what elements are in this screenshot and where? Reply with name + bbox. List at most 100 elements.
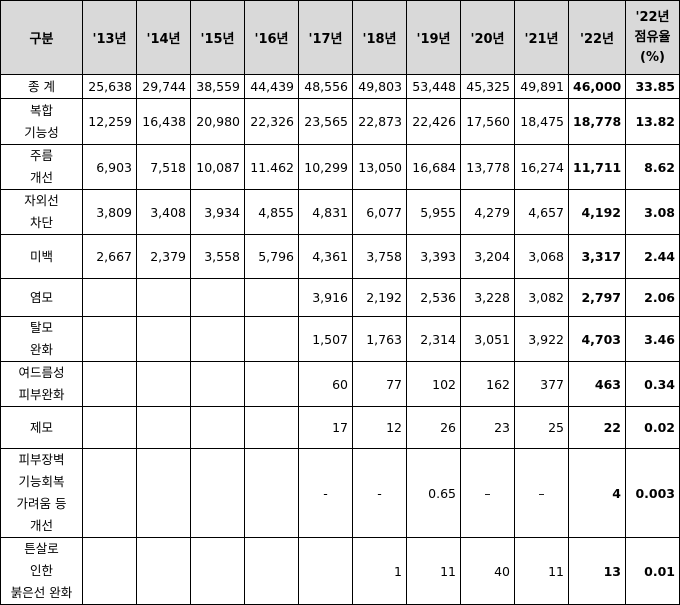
table-cell: 3,068: [514, 234, 569, 279]
table-cell: 162: [460, 361, 515, 407]
table-cell: 45,325: [460, 74, 515, 99]
table-cell: 4,831: [298, 189, 353, 235]
table-cell: 2.06: [625, 278, 680, 317]
table-cell: [244, 406, 299, 449]
table-cell: 16,274: [514, 144, 569, 190]
table-cell: 53,448: [406, 74, 461, 99]
table-cell: [244, 278, 299, 317]
table-cell: 13.82: [625, 98, 680, 145]
table-cell: 102: [406, 361, 461, 407]
table-cell: 38,559: [190, 74, 245, 99]
table-cell: 23,565: [298, 98, 353, 145]
table-cell: [190, 537, 245, 605]
table-cell: [190, 278, 245, 317]
table-cell: 5,796: [244, 234, 299, 279]
table-cell: 4,855: [244, 189, 299, 235]
table-cell: [244, 361, 299, 407]
table-row: 제모 17 12 26 23 25 22 0.02: [0, 406, 680, 449]
table-cell: 1,763: [352, 316, 407, 362]
table-cell: [136, 278, 191, 317]
row-label: 자외선 차단: [0, 189, 83, 235]
table-cell: 4,703: [568, 316, 626, 362]
header-row: 구분 '13년 '14년 '15년 '16년 '17년 '18년 '19년 '20년 '21년 '2…: [0, 0, 680, 75]
table-cell: 49,891: [514, 74, 569, 99]
header-line: 점유율: [634, 29, 671, 45]
table-cell: 4,361: [298, 234, 353, 279]
table-cell: -: [298, 448, 353, 538]
table-cell: 3,916: [298, 278, 353, 317]
table-cell: [190, 448, 245, 538]
table-cell: 463: [568, 361, 626, 407]
table-cell: 11: [514, 537, 569, 605]
table-cell: 77: [352, 361, 407, 407]
table-cell: 2.44: [625, 234, 680, 279]
table-cell: 13,778: [460, 144, 515, 190]
table-cell: 13,050: [352, 144, 407, 190]
table-cell: 3,934: [190, 189, 245, 235]
table-cell: 6,903: [82, 144, 137, 190]
table-cell: 3,922: [514, 316, 569, 362]
table-cell: 7,518: [136, 144, 191, 190]
table-cell: 16,684: [406, 144, 461, 190]
table-cell: [136, 537, 191, 605]
table-cell: 377: [514, 361, 569, 407]
table-cell: 3,393: [406, 234, 461, 279]
table-cell: 8.62: [625, 144, 680, 190]
header-line: '22년: [635, 9, 670, 25]
row-label: 미백: [0, 234, 83, 279]
table-cell: 29,744: [136, 74, 191, 99]
table-cell: 0.65: [406, 448, 461, 538]
table-cell: 3,408: [136, 189, 191, 235]
table-body: 종 계 25,638 29,744 38,559 44,439 48,556 49,803 5…: [0, 74, 680, 605]
table-cell: 25,638: [82, 74, 137, 99]
table-cell: 2,667: [82, 234, 137, 279]
table-cell: [190, 406, 245, 449]
table-cell: [82, 361, 137, 407]
table-cell: 33.85: [625, 74, 680, 99]
header-col: '21년: [514, 0, 569, 75]
table-row: 주름 개선 6,903 7,518 10,087 11.462 10,299 13,050 16…: [0, 144, 680, 190]
table-row: 미백 2,667 2,379 3,558 5,796 4,361 3,758 3,393 3,2…: [0, 234, 680, 279]
table-row: 종 계 25,638 29,744 38,559 44,439 48,556 49,803 5…: [0, 74, 680, 99]
table-cell: [82, 537, 137, 605]
table-cell: [82, 448, 137, 538]
table-cell: 46,000: [568, 74, 626, 99]
table-cell: 22,426: [406, 98, 461, 145]
table-cell: 20,980: [190, 98, 245, 145]
table-cell: 3.46: [625, 316, 680, 362]
table-cell: [82, 316, 137, 362]
table-cell: [136, 406, 191, 449]
header-col: '15년: [190, 0, 245, 75]
table-cell: 60: [298, 361, 353, 407]
table-cell: 3.08: [625, 189, 680, 235]
table-cell: [244, 537, 299, 605]
table-cell: 2,797: [568, 278, 626, 317]
table-cell: [136, 448, 191, 538]
row-label: 염모: [0, 278, 83, 317]
table-cell: 25: [514, 406, 569, 449]
table-row: 자외선 차단 3,809 3,408 3,934 4,855 4,831 6,077 5,955…: [0, 189, 680, 235]
table-cell: –: [460, 448, 515, 538]
table-cell: 2,314: [406, 316, 461, 362]
row-label: 종 계: [0, 74, 83, 99]
table-cell: -: [352, 448, 407, 538]
table-cell: 2,192: [352, 278, 407, 317]
table-cell: 4,657: [514, 189, 569, 235]
table-cell: 48,556: [298, 74, 353, 99]
header-col: '20년: [460, 0, 515, 75]
row-label: 복합 기능성: [0, 98, 83, 145]
table-cell: 3,082: [514, 278, 569, 317]
table-cell: [190, 316, 245, 362]
header-col: '22년 점유율 (%): [625, 0, 680, 75]
table-cell: 22,873: [352, 98, 407, 145]
table-cell: 0.01: [625, 537, 680, 605]
table-cell: [190, 361, 245, 407]
row-label: 튼살로 인한 붉은선 완화: [0, 537, 83, 605]
table-cell: 2,536: [406, 278, 461, 317]
header-col: '19년: [406, 0, 461, 75]
row-label: 탈모 완화: [0, 316, 83, 362]
row-label: 여드름성 피부완화: [0, 361, 83, 407]
table-row: 복합 기능성 12,259 16,438 20,980 22,326 23,565 22,87…: [0, 98, 680, 145]
table-cell: 3,051: [460, 316, 515, 362]
